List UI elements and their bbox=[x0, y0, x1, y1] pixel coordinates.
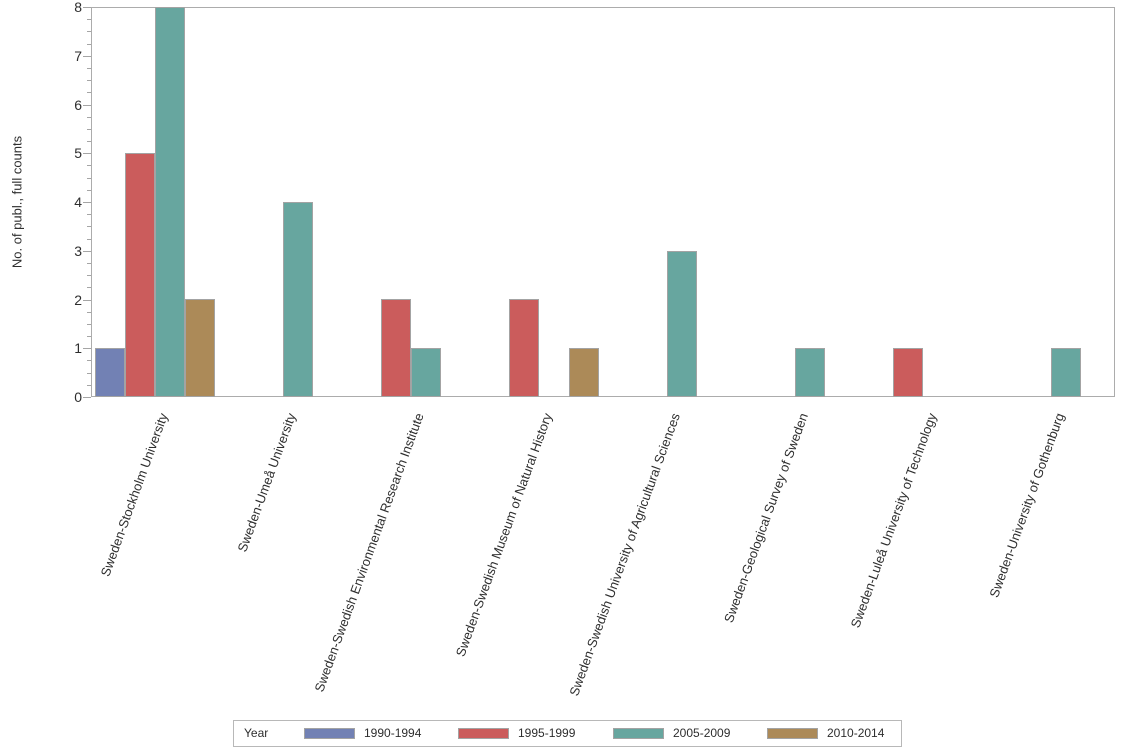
x-axis-label: Sweden-Swedish University of Agricultura… bbox=[566, 411, 684, 698]
y-major-tick bbox=[83, 153, 91, 154]
bar bbox=[795, 348, 825, 397]
bar bbox=[155, 7, 185, 397]
y-tick-label: 1 bbox=[74, 340, 82, 357]
y-minor-tick bbox=[87, 129, 91, 130]
y-tick-label: 2 bbox=[74, 291, 82, 308]
y-minor-tick bbox=[87, 68, 91, 69]
bar bbox=[509, 299, 539, 397]
legend-swatch bbox=[458, 728, 509, 739]
y-major-tick bbox=[83, 105, 91, 106]
y-major-tick bbox=[83, 56, 91, 57]
legend-item-label: 2010-2014 bbox=[827, 726, 885, 740]
y-tick-label: 6 bbox=[74, 96, 82, 113]
x-axis-label: Sweden-Stockholm University bbox=[97, 411, 172, 579]
legend-swatch bbox=[767, 728, 818, 739]
y-minor-tick bbox=[87, 360, 91, 361]
y-tick-label: 3 bbox=[74, 242, 82, 259]
y-minor-tick bbox=[87, 44, 91, 45]
bar bbox=[411, 348, 441, 397]
y-tick-label: 5 bbox=[74, 145, 82, 162]
y-major-tick bbox=[83, 300, 91, 301]
y-minor-tick bbox=[87, 263, 91, 264]
bar bbox=[381, 299, 411, 397]
y-minor-tick bbox=[87, 214, 91, 215]
y-major-tick bbox=[83, 397, 91, 398]
y-minor-tick bbox=[87, 275, 91, 276]
bar bbox=[893, 348, 923, 397]
x-axis-label: Sweden-Geological Survey of Sweden bbox=[721, 411, 812, 625]
y-major-tick bbox=[83, 202, 91, 203]
x-axis-label: Sweden-Swedish Environmental Research In… bbox=[311, 411, 428, 694]
y-tick-label: 0 bbox=[74, 389, 82, 405]
bar bbox=[569, 348, 599, 397]
y-minor-tick bbox=[87, 141, 91, 142]
y-minor-tick bbox=[87, 336, 91, 337]
y-tick-label: 4 bbox=[74, 194, 82, 210]
y-minor-tick bbox=[87, 324, 91, 325]
y-tick-label: 7 bbox=[74, 47, 82, 64]
y-minor-tick bbox=[87, 190, 91, 191]
y-minor-tick bbox=[87, 373, 91, 374]
y-minor-tick bbox=[87, 19, 91, 20]
y-minor-tick bbox=[87, 226, 91, 227]
y-minor-tick bbox=[87, 92, 91, 93]
y-minor-tick bbox=[87, 239, 91, 240]
x-axis-label: Sweden-Luleå University of Technology bbox=[847, 411, 940, 630]
y-major-tick bbox=[83, 348, 91, 349]
x-axis-label: Sweden-Swedish Museum of Natural History bbox=[452, 411, 556, 659]
x-axis-label: Sweden-Umeå University bbox=[234, 411, 300, 554]
y-minor-tick bbox=[87, 385, 91, 386]
bar bbox=[667, 251, 697, 397]
y-axis-title: No. of publ., full counts bbox=[9, 135, 25, 269]
y-minor-tick bbox=[87, 178, 91, 179]
legend-swatch bbox=[304, 728, 355, 739]
legend-item-label: 2005-2009 bbox=[673, 726, 731, 740]
y-minor-tick bbox=[87, 165, 91, 166]
bar bbox=[1051, 348, 1081, 397]
y-tick-label: 8 bbox=[74, 0, 82, 15]
legend-item-label: 1990-1994 bbox=[364, 726, 422, 740]
legend-item-label: 1995-1999 bbox=[518, 726, 576, 740]
y-major-tick bbox=[83, 251, 91, 252]
y-minor-tick bbox=[87, 287, 91, 288]
bar bbox=[95, 348, 125, 397]
y-major-tick bbox=[83, 7, 91, 8]
legend-title: Year bbox=[244, 726, 269, 740]
bar bbox=[283, 202, 313, 397]
legend-swatch bbox=[613, 728, 664, 739]
plot-area bbox=[91, 7, 1115, 397]
x-axis-label: Sweden-University of Gothenburg bbox=[986, 411, 1068, 600]
bar bbox=[185, 299, 215, 397]
y-minor-tick bbox=[87, 80, 91, 81]
bar bbox=[125, 153, 155, 397]
y-minor-tick bbox=[87, 117, 91, 118]
y-minor-tick bbox=[87, 312, 91, 313]
y-minor-tick bbox=[87, 31, 91, 32]
legend: Year 1990-1994 1995-1999 2005-2009 2010-201… bbox=[233, 720, 902, 747]
